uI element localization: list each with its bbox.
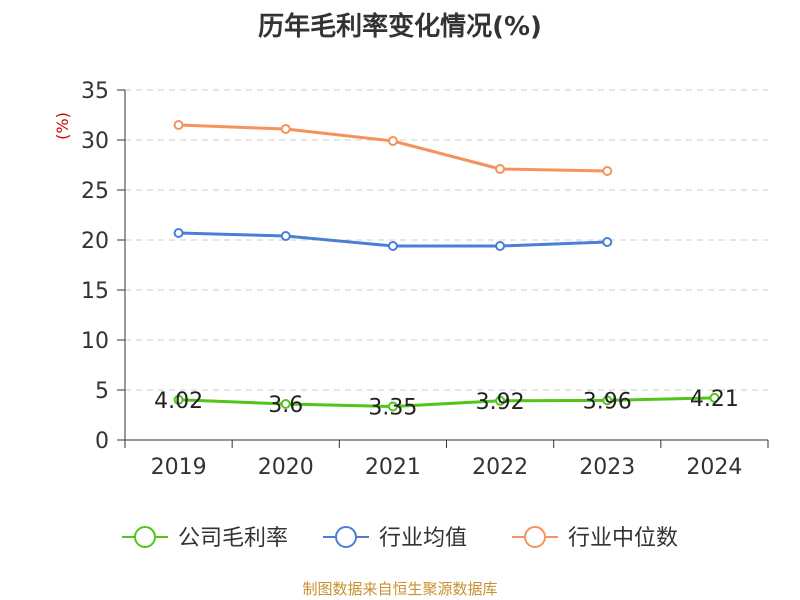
- data-point: [602, 166, 613, 176]
- data-point: [173, 394, 184, 405]
- y-axis-label: (%): [53, 112, 72, 140]
- data-label: 3.96: [583, 389, 632, 414]
- data-point: [495, 241, 506, 251]
- data-point: [173, 120, 184, 130]
- legend: 公司毛利率 行业均值 行业中位数: [122, 526, 678, 551]
- data-label: 3.92: [476, 390, 525, 415]
- data-label: 3.6: [268, 393, 303, 418]
- legend-label: 行业中位数: [568, 526, 678, 551]
- y-tick-label: 20: [81, 229, 109, 254]
- data-point: [387, 401, 398, 412]
- data-point: [495, 164, 506, 174]
- data-point: [280, 124, 291, 134]
- legend-label: 行业均值: [379, 526, 467, 551]
- y-tick-label: 15: [81, 279, 109, 304]
- data-point: [387, 241, 398, 251]
- source-note: 制图数据来自恒生聚源数据库: [302, 580, 498, 598]
- y-tick-label: 0: [95, 429, 109, 454]
- data-point: [387, 136, 398, 146]
- data-point: [495, 395, 506, 406]
- data-point: [709, 392, 720, 403]
- y-tick-label: 35: [81, 79, 109, 104]
- data-point: [602, 237, 613, 247]
- series-line-0: [178, 396, 715, 408]
- axes: 0 5 10 15 20 25 30 35 (%) 2019 2020 2021 2022 2023 202…: [53, 79, 769, 480]
- data-label: 3.35: [368, 396, 417, 421]
- y-tick-label: 30: [81, 129, 109, 154]
- grid-lines: [125, 89, 768, 391]
- data-point: [280, 399, 291, 409]
- x-tick-label: 2023: [579, 455, 635, 480]
- series-line-2: [178, 123, 608, 173]
- x-tick-label: 2019: [151, 455, 207, 480]
- data-label: 4.02: [154, 389, 203, 414]
- x-tick-label: 2024: [686, 455, 742, 480]
- x-tick-label: 2022: [472, 455, 528, 480]
- legend-label: 公司毛利率: [178, 526, 288, 551]
- y-tick-label: 5: [95, 379, 109, 404]
- y-tick-label: 10: [81, 329, 109, 354]
- data-point: [173, 228, 184, 238]
- data-label: 4.21: [690, 387, 739, 412]
- chart-title: 历年毛利率变化情况(%): [258, 12, 542, 42]
- y-tick-label: 25: [81, 179, 109, 204]
- data-labels: 4.02 3.6 3.35 3.92 3.96 4.21: [154, 387, 739, 421]
- data-point: [280, 231, 291, 241]
- data-point: [602, 395, 613, 406]
- series-layer: [173, 120, 720, 412]
- legend-marker: [524, 526, 546, 548]
- legend-marker: [335, 526, 357, 548]
- legend-marker: [134, 526, 156, 548]
- x-tick-label: 2021: [365, 455, 421, 480]
- x-tick-label: 2020: [258, 455, 314, 480]
